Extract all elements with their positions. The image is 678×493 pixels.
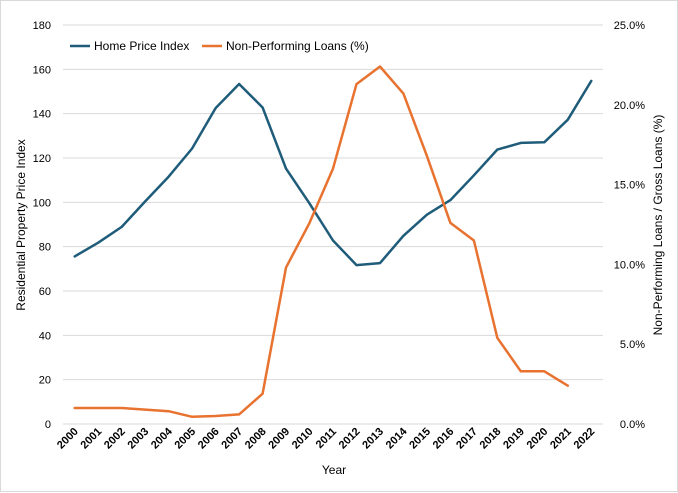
x-tick-label: 2010: [290, 426, 316, 452]
x-tick-label: 2020: [525, 426, 551, 452]
x-tick-label: 2021: [548, 426, 574, 452]
y-tick-label: 60: [39, 286, 51, 298]
y2-tick-label: 20.0%: [614, 100, 645, 112]
y-tick-label: 80: [39, 242, 51, 254]
right-axis-ticks: 0.0% 5.0% 10.0% 15.0% 20.0% 25.0%: [614, 20, 645, 431]
x-tick-label: 2000: [55, 426, 81, 452]
x-tick-label: 2006: [196, 426, 222, 452]
x-tick-label: 2012: [337, 426, 363, 452]
y-tick-label: 40: [39, 330, 51, 342]
x-tick-label: 2017: [454, 426, 480, 452]
series-layer: [73, 65, 593, 419]
legend-label-home-price-index: Home Price Index: [94, 39, 189, 53]
legend-label-non-performing-loans: Non-Performing Loans (%): [226, 39, 369, 53]
x-tick-label: 2018: [478, 426, 504, 452]
x-tick-label: 2001: [79, 426, 105, 452]
x-tick-label: 2003: [125, 426, 151, 452]
y2-tick-label: 0.0%: [620, 419, 645, 431]
y2-tick-label: 5.0%: [620, 339, 645, 351]
x-tick-label: 2007: [219, 426, 245, 452]
x-tick-label: 2004: [149, 425, 175, 451]
x-axis-title: Year: [322, 463, 346, 477]
y2-tick-label: 15.0%: [614, 180, 645, 192]
y-tick-label: 180: [33, 20, 51, 32]
y2-tick-label: 25.0%: [614, 20, 645, 32]
y-axis-title: Residential Property Price Index: [14, 139, 28, 310]
y2-axis-title: Non-Performing Loans / Gross Loans (%): [651, 115, 665, 336]
series-line-home-price-index: [73, 79, 593, 267]
y-tick-label: 140: [33, 109, 51, 121]
x-tick-label: 2016: [431, 426, 457, 452]
x-tick-label: 2015: [407, 426, 433, 452]
y-tick-label: 20: [39, 375, 51, 387]
x-tick-label: 2014: [384, 425, 410, 451]
y-tick-label: 0: [45, 419, 51, 431]
y-tick-label: 160: [33, 64, 51, 76]
x-tick-label: 2008: [243, 426, 269, 452]
x-tick-label: 2002: [102, 426, 128, 452]
gridlines: [63, 24, 603, 425]
left-axis-ticks: 0 20 40 60 80 100 120 140 160 180: [33, 20, 51, 431]
legend: Home Price Index Non-Performing Loans (%…: [70, 39, 369, 53]
x-tick-label: 2019: [501, 426, 527, 452]
y2-tick-label: 10.0%: [614, 259, 645, 271]
x-tick-label: 2011: [314, 426, 339, 451]
x-tick-label: 2005: [172, 426, 198, 452]
series-line-non-performing-loans: [73, 65, 570, 419]
x-tick-label: 2009: [266, 426, 292, 452]
x-tick-label: 2013: [360, 426, 386, 452]
y-tick-label: 100: [33, 197, 51, 209]
y-tick-label: 120: [33, 153, 51, 165]
x-tick-label: 2022: [572, 426, 598, 452]
x-axis-ticks: 2000200120022003200420052006200720082009…: [55, 425, 597, 451]
